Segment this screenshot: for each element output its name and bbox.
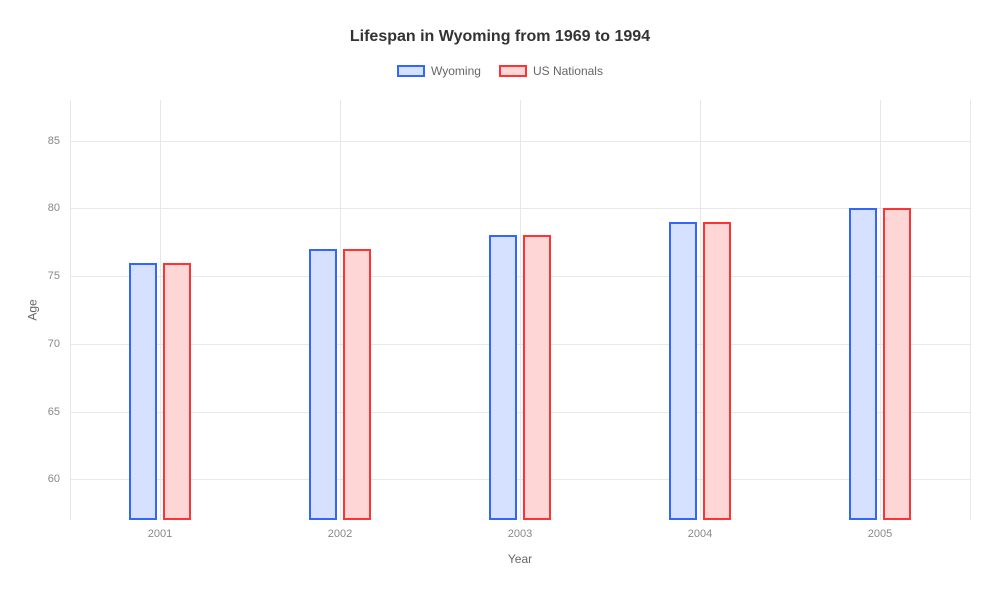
- y-tick-label: 85: [20, 135, 60, 147]
- x-tick-label: 2001: [148, 528, 172, 540]
- bar-wyoming-2003: [489, 235, 517, 520]
- y-tick-label: 65: [20, 406, 60, 418]
- bar-us-nationals-2003: [523, 235, 551, 520]
- grid-line-v: [70, 100, 71, 520]
- legend-label-wyoming: Wyoming: [431, 64, 481, 78]
- y-tick-label: 70: [20, 338, 60, 350]
- grid-line-v: [970, 100, 971, 520]
- chart-title: Lifespan in Wyoming from 1969 to 1994: [0, 0, 1000, 46]
- x-tick-label: 2005: [868, 528, 892, 540]
- y-tick-label: 60: [20, 473, 60, 485]
- bar-us-nationals-2001: [163, 263, 191, 520]
- x-tick-label: 2002: [328, 528, 352, 540]
- legend-label-usnationals: US Nationals: [533, 64, 603, 78]
- bar-us-nationals-2005: [883, 208, 911, 520]
- bar-wyoming-2002: [309, 249, 337, 520]
- legend: Wyoming US Nationals: [0, 64, 1000, 78]
- legend-swatch-usnationals: [499, 65, 527, 77]
- chart-plot-area: 60657075808520012002200320042005 Age Yea…: [70, 100, 970, 520]
- legend-item-usnationals: US Nationals: [499, 64, 603, 78]
- grid-line-v: [880, 100, 881, 520]
- x-axis-label: Year: [508, 552, 532, 566]
- grid-line-v: [520, 100, 521, 520]
- bar-wyoming-2001: [129, 263, 157, 520]
- bar-us-nationals-2002: [343, 249, 371, 520]
- grid-line-v: [160, 100, 161, 520]
- bar-wyoming-2005: [849, 208, 877, 520]
- bar-wyoming-2004: [669, 222, 697, 520]
- plot: 60657075808520012002200320042005: [70, 100, 970, 520]
- bar-us-nationals-2004: [703, 222, 731, 520]
- y-axis-label: Age: [26, 299, 40, 320]
- grid-line-v: [700, 100, 701, 520]
- y-tick-label: 80: [20, 202, 60, 214]
- grid-line-v: [340, 100, 341, 520]
- y-tick-label: 75: [20, 270, 60, 282]
- x-tick-label: 2004: [688, 528, 712, 540]
- legend-item-wyoming: Wyoming: [397, 64, 481, 78]
- legend-swatch-wyoming: [397, 65, 425, 77]
- x-tick-label: 2003: [508, 528, 532, 540]
